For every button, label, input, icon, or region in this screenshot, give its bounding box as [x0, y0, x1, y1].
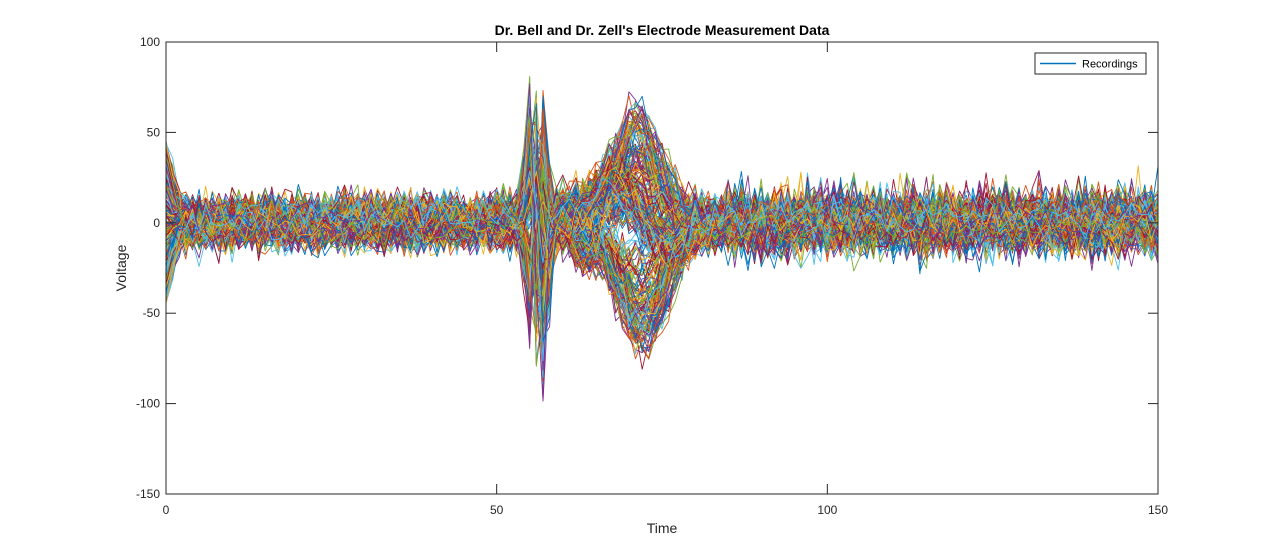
recording-series-line	[166, 170, 1158, 300]
axes-box	[165, 41, 1159, 495]
recording-series-line	[166, 162, 1158, 297]
recording-series-line	[166, 168, 1158, 305]
y-tick-label: 50	[147, 125, 161, 139]
chart-title: Dr. Bell and Dr. Zell's Electrode Measur…	[495, 22, 830, 38]
y-tick-label: -100	[136, 397, 160, 411]
x-tick-label: 150	[1148, 503, 1168, 517]
recording-series-line	[166, 130, 1158, 332]
legend-label-recordings: Recordings	[1082, 59, 1138, 71]
recordings-series-group	[166, 75, 1158, 402]
y-axis-label: Voltage	[113, 244, 129, 291]
recording-series-line	[166, 193, 1158, 287]
y-tick-label: -50	[143, 306, 161, 320]
recording-series-line	[166, 171, 1158, 325]
legend-box	[1034, 52, 1147, 75]
recording-series-line	[166, 83, 1158, 402]
recording-series-line	[166, 95, 1158, 343]
recording-series-line	[166, 108, 1158, 360]
x-axis-label: Time	[647, 520, 678, 536]
x-tick-label: 100	[817, 503, 837, 517]
x-tick-label: 0	[163, 503, 170, 517]
legend: Recordings	[1034, 52, 1147, 75]
axis-ticks: 0 50 100 150 -150 -100 -50 0 50 100	[136, 35, 1168, 517]
x-tick-label: 50	[490, 503, 504, 517]
y-tick-label: 100	[140, 35, 160, 49]
y-tick-label: -150	[136, 487, 160, 501]
recording-series-line	[166, 168, 1158, 266]
y-tick-label: 0	[153, 216, 160, 230]
